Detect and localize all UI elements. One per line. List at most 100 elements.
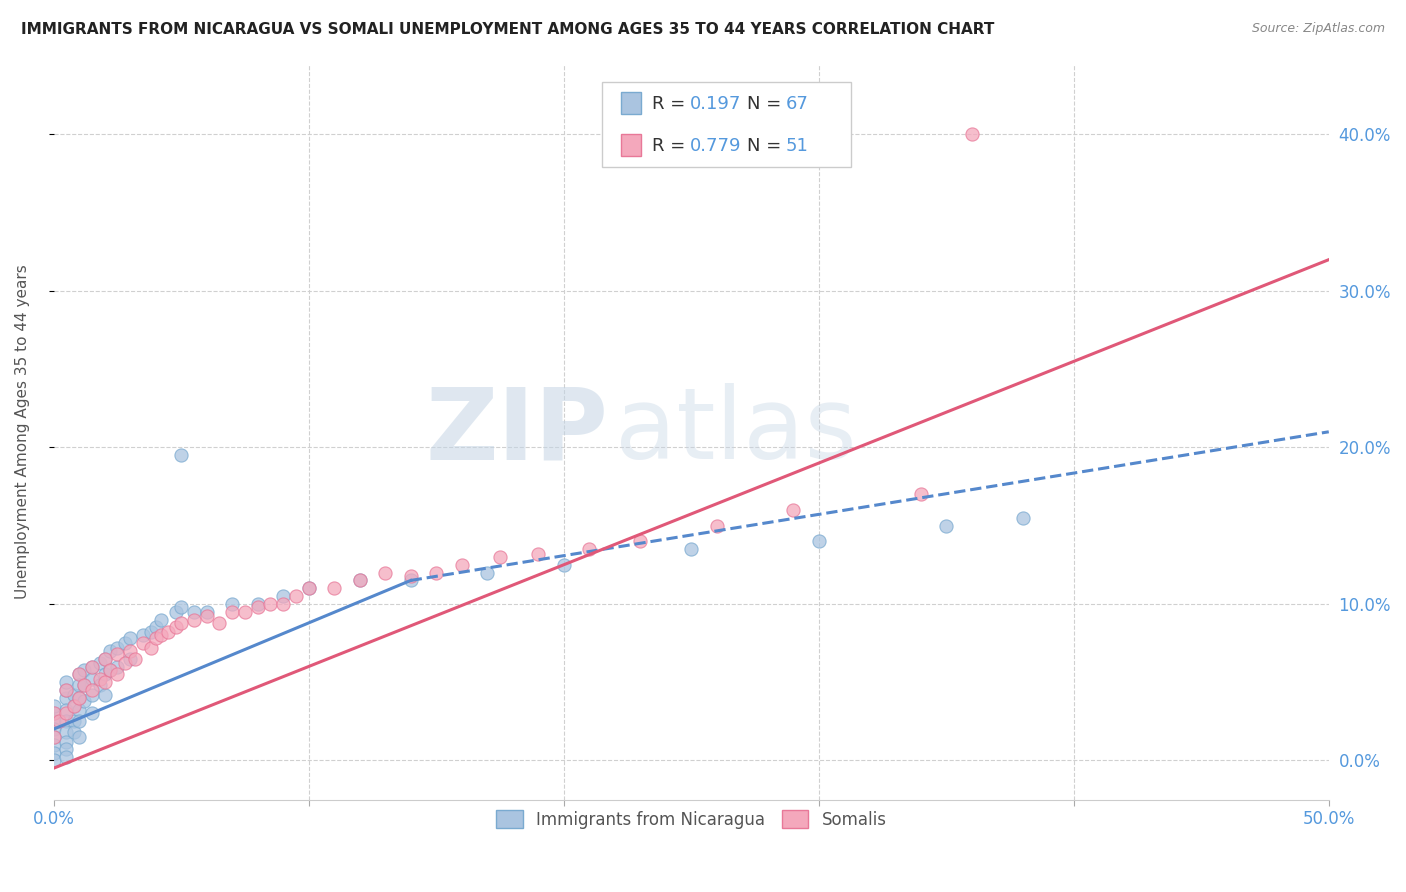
Text: ZIP: ZIP <box>426 384 609 480</box>
Point <box>67 690 90 705</box>
Point <box>120 632 142 646</box>
Point <box>132 628 155 642</box>
Point <box>67 703 90 717</box>
Legend: Immigrants from Nicaragua, Somalis: Immigrants from Nicaragua, Somalis <box>489 804 893 835</box>
Point <box>114 636 136 650</box>
Point <box>98 663 121 677</box>
Point <box>105 667 128 681</box>
Text: 67: 67 <box>786 95 808 112</box>
Point <box>73 678 96 692</box>
Point <box>960 128 983 142</box>
Point <box>706 518 728 533</box>
Point <box>349 574 371 588</box>
Point <box>183 605 205 619</box>
Point <box>89 657 111 671</box>
Point <box>55 706 77 721</box>
Point <box>323 581 346 595</box>
Text: 0.779: 0.779 <box>690 136 741 154</box>
Point <box>42 730 65 744</box>
Point <box>93 651 115 665</box>
Point <box>399 574 422 588</box>
Point <box>63 688 86 702</box>
Point <box>578 542 600 557</box>
Point <box>120 644 142 658</box>
Point <box>63 714 86 729</box>
Point <box>55 683 77 698</box>
Point <box>298 581 321 595</box>
Point <box>42 753 65 767</box>
Point <box>489 549 512 564</box>
Point <box>124 651 146 665</box>
Point <box>145 620 167 634</box>
Point <box>681 542 703 557</box>
Point <box>120 651 142 665</box>
Point <box>42 746 65 760</box>
Point <box>271 589 294 603</box>
FancyBboxPatch shape <box>602 82 851 167</box>
Point <box>807 534 830 549</box>
Point <box>271 597 294 611</box>
Point <box>98 663 121 677</box>
Point <box>349 574 371 588</box>
Point <box>298 581 321 595</box>
Point <box>221 597 243 611</box>
Point <box>67 678 90 692</box>
Point <box>221 605 243 619</box>
Point <box>450 558 472 572</box>
FancyBboxPatch shape <box>621 92 641 114</box>
Point <box>170 600 193 615</box>
Point <box>132 636 155 650</box>
Point <box>149 613 172 627</box>
Point <box>55 714 77 729</box>
Point <box>42 698 65 713</box>
Text: Source: ZipAtlas.com: Source: ZipAtlas.com <box>1251 22 1385 36</box>
Point <box>170 448 193 462</box>
Point <box>55 742 77 756</box>
Point <box>63 698 86 713</box>
Point <box>80 672 103 686</box>
Point <box>149 628 172 642</box>
Text: 0.197: 0.197 <box>690 95 741 112</box>
Point <box>48 714 70 729</box>
Text: R =: R = <box>651 136 690 154</box>
Point <box>55 675 77 690</box>
Point <box>527 547 550 561</box>
Point <box>195 609 218 624</box>
Point <box>628 534 651 549</box>
Point <box>157 625 180 640</box>
Point <box>80 683 103 698</box>
Point <box>910 487 932 501</box>
Point <box>67 667 90 681</box>
Point <box>139 625 162 640</box>
Point <box>93 667 115 681</box>
Point <box>374 566 396 580</box>
Point <box>935 518 957 533</box>
Point <box>73 663 96 677</box>
Text: 51: 51 <box>786 136 808 154</box>
Text: atlas: atlas <box>614 384 856 480</box>
Point <box>42 730 65 744</box>
Point <box>259 597 281 611</box>
Point <box>233 605 256 619</box>
Point <box>55 690 77 705</box>
Point <box>165 620 187 634</box>
Point <box>89 678 111 692</box>
Point <box>1011 511 1033 525</box>
Point <box>93 675 115 690</box>
Point <box>80 659 103 673</box>
Point <box>93 651 115 665</box>
Point <box>67 690 90 705</box>
Point <box>80 688 103 702</box>
Point <box>208 615 231 630</box>
Point <box>105 647 128 661</box>
Point <box>42 706 65 721</box>
FancyBboxPatch shape <box>621 134 641 156</box>
Point <box>170 615 193 630</box>
Point <box>42 722 65 736</box>
Point <box>73 694 96 708</box>
Point <box>195 605 218 619</box>
Text: N =: N = <box>748 95 787 112</box>
Point <box>425 566 447 580</box>
Point <box>165 605 187 619</box>
Text: N =: N = <box>748 136 787 154</box>
